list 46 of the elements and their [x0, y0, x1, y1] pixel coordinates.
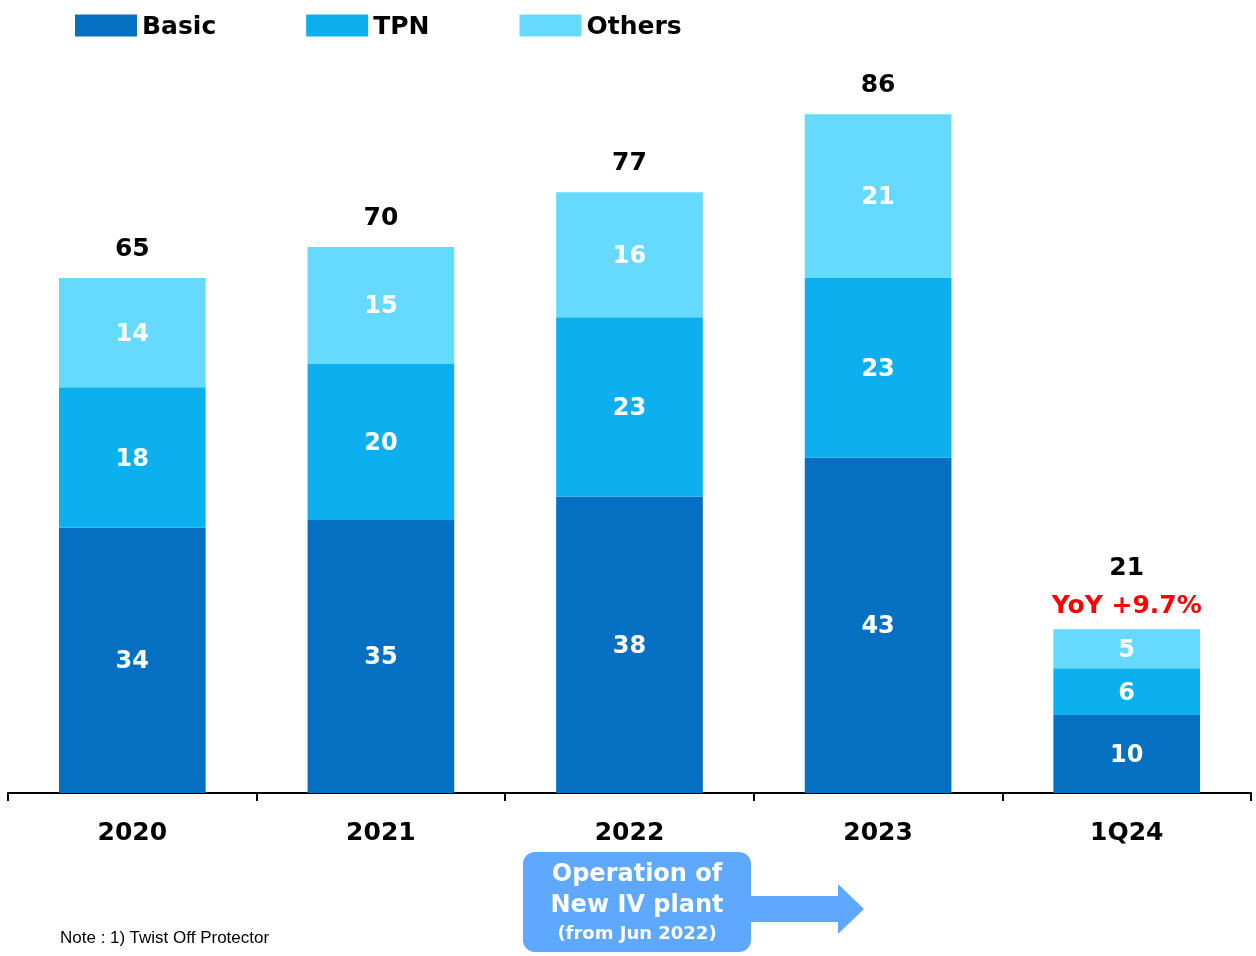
- data-label: 38: [612, 630, 647, 659]
- bar: [307, 363, 455, 520]
- data-label: 5: [1118, 634, 1136, 663]
- bar: [1053, 714, 1201, 793]
- data-label: 23: [861, 353, 895, 382]
- data-label: 35: [364, 642, 398, 671]
- bar: [58, 387, 206, 528]
- bar: [804, 114, 952, 279]
- bar: [556, 317, 703, 497]
- bar: [58, 278, 206, 388]
- data-label: 20: [364, 427, 398, 456]
- x-tick-label: 2020: [97, 817, 168, 846]
- data-label: 15: [364, 291, 398, 320]
- x-tick-label: 1Q24: [1089, 817, 1164, 846]
- legend-label: Basic: [142, 11, 217, 40]
- x-tick-label: 2022: [594, 817, 665, 846]
- total-label: 70: [363, 201, 399, 231]
- data-label: 21: [861, 182, 895, 211]
- total-label: 21: [1109, 552, 1145, 582]
- legend-label: Others: [586, 11, 682, 40]
- data-label: 16: [612, 240, 647, 269]
- data-label: 23: [612, 392, 647, 421]
- data-label: 14: [115, 318, 149, 347]
- legend-label: TPN: [373, 11, 430, 40]
- total-label: 86: [860, 69, 896, 99]
- data-label: 10: [1110, 739, 1144, 768]
- x-tick-label: 2021: [346, 817, 416, 846]
- data-label: 34: [115, 646, 149, 675]
- bar: [556, 192, 703, 318]
- bar: [804, 278, 952, 458]
- bar: [556, 496, 703, 793]
- data-label: 6: [1118, 677, 1136, 706]
- text: Operation of New IV plant (from Jun 2022): [549, 858, 725, 945]
- annotation: YoY +9.7%: [1050, 590, 1202, 620]
- x-tick-label: 2023: [843, 817, 913, 846]
- data-label: 43: [861, 611, 895, 640]
- data-label: 18: [115, 443, 149, 472]
- total-label: 65: [114, 233, 150, 263]
- bar: [307, 246, 455, 364]
- bar: [307, 519, 455, 793]
- total-label: 77: [612, 147, 647, 177]
- bar: [1053, 668, 1201, 715]
- bar: [804, 457, 952, 793]
- text: Note : 1) Twist Off Protector: [60, 928, 270, 948]
- bar: [1053, 629, 1201, 669]
- bar: [58, 527, 206, 793]
